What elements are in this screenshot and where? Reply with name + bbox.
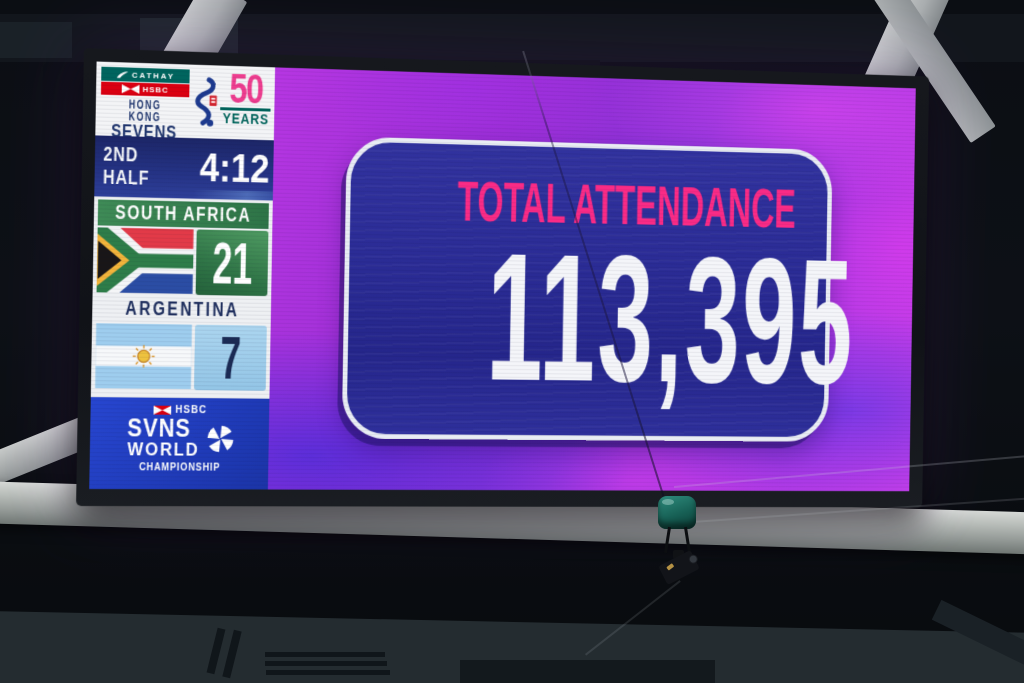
svns-line1: SVNS bbox=[126, 414, 191, 443]
team-row-argentina: 7 bbox=[94, 321, 268, 392]
spidercam-camera bbox=[658, 549, 700, 586]
hsbc-logo: HSBC bbox=[153, 405, 207, 416]
team-row-south-africa: 21 bbox=[96, 225, 270, 297]
teams-score-panel: SOUTH AFRICA bbox=[90, 196, 273, 399]
spidercam-yoke bbox=[663, 526, 672, 554]
wall-vent bbox=[265, 652, 385, 657]
hsbc-hexagon-icon bbox=[122, 84, 140, 94]
score-argentina: 7 bbox=[193, 324, 267, 392]
scoreboard-left-column: CATHAY HSBC HONG KONG SEVENS bbox=[89, 61, 276, 490]
anniversary-badge: 50 YEARS bbox=[219, 64, 271, 128]
wall-vent bbox=[460, 660, 715, 683]
pinwheel-icon bbox=[207, 425, 234, 452]
team-name-argentina: ARGENTINA bbox=[96, 295, 268, 324]
period-label: 2ND HALF bbox=[102, 143, 150, 190]
svns-wordmark: SVNS WORLD bbox=[123, 414, 204, 461]
anniversary-word: YEARS bbox=[219, 107, 271, 128]
ceiling-vent bbox=[0, 22, 72, 58]
event-logo-panel: CATHAY HSBC HONG KONG SEVENS bbox=[95, 61, 276, 143]
championship-logo-panel: HSBC SVNS WORLD bbox=[89, 397, 270, 490]
spider-cam bbox=[648, 494, 710, 592]
svns-lockup: SVNS WORLD bbox=[123, 414, 237, 461]
clock-time: 4:12 bbox=[199, 146, 270, 192]
attendance-area: TOTAL ATTENDANCE 113,395 bbox=[267, 67, 916, 492]
anniversary-number: 50 bbox=[228, 64, 263, 113]
cathay-wing-icon bbox=[117, 71, 129, 78]
camera-lens-icon bbox=[687, 553, 700, 566]
hsbc-logo: HSBC bbox=[100, 81, 190, 98]
hsbc-hexagon-icon bbox=[153, 405, 172, 415]
svns-line3: CHAMPIONSHIP bbox=[138, 460, 221, 474]
wall-vent bbox=[266, 670, 390, 675]
sponsor-stack: CATHAY HSBC HONG KONG SEVENS bbox=[100, 66, 190, 143]
argentina-flag bbox=[95, 323, 192, 390]
score-south-africa: 21 bbox=[195, 229, 269, 296]
attendance-panel: TOTAL ATTENDANCE 113,395 bbox=[341, 136, 856, 442]
cathay-logo: CATHAY bbox=[101, 66, 190, 84]
team-name-south-africa: SOUTH AFRICA bbox=[97, 199, 269, 230]
south-africa-flag bbox=[96, 227, 194, 294]
hsbc-label: HSBC bbox=[142, 84, 169, 95]
camera-glint bbox=[666, 563, 675, 571]
spidercam-yoke bbox=[683, 526, 692, 554]
cathay-label: CATHAY bbox=[131, 70, 176, 81]
scoreboard-screen: CATHAY HSBC HONG KONG SEVENS bbox=[76, 48, 930, 508]
led-display: CATHAY HSBC HONG KONG SEVENS bbox=[89, 61, 916, 492]
spidercam-pod bbox=[658, 496, 696, 529]
wall-vent bbox=[265, 661, 387, 666]
svns-line2: WORLD bbox=[126, 438, 200, 461]
match-clock-panel: 2ND HALF 4:12 bbox=[94, 135, 274, 201]
dragon-mark-icon bbox=[191, 71, 219, 133]
